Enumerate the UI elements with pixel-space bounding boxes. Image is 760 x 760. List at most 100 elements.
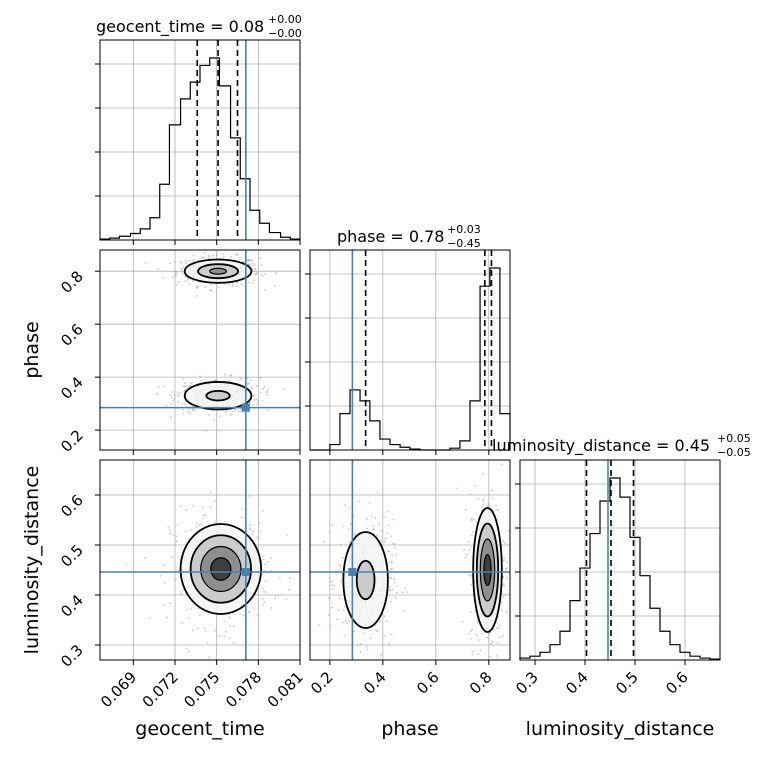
panel-phase-vs-geocent-time-sample-1-31 bbox=[267, 389, 270, 391]
panel-luminosity-distance-vs-geocent-time-sample-0-362 bbox=[256, 613, 259, 616]
panel-luminosity-distance-vs-geocent-time-sample-0-194 bbox=[249, 528, 252, 531]
panel-luminosity-distance-vs-geocent-time-sample-0-378 bbox=[264, 563, 266, 566]
panel-phase-vs-geocent-time-sample-0-184 bbox=[195, 285, 198, 288]
panel-phase-vs-geocent-time-sample-0-414 bbox=[247, 281, 250, 284]
panel-luminosity-distance-vs-phase-sample-1-351 bbox=[497, 627, 500, 630]
panel-luminosity-distance-vs-geocent-time-sample-0-117 bbox=[171, 556, 173, 559]
panel-phase-vs-geocent-time-sample-1-111 bbox=[266, 409, 269, 412]
ylabel-luminosity-distance: luminosity_distance bbox=[21, 466, 43, 655]
panel-phase-vs-geocent-time-sample-0-379 bbox=[236, 282, 238, 285]
panel-luminosity-distance-vs-geocent-time-truth-marker bbox=[241, 568, 250, 576]
panel-luminosity-distance-vs-phase-sample-0-398 bbox=[359, 651, 362, 654]
panel-luminosity-distance-vs-phase-sample-1-390 bbox=[472, 531, 474, 533]
panel-luminosity-distance-vs-phase-sample-0-165 bbox=[342, 525, 345, 528]
panel-phase-vs-geocent-time-sample-0-243 bbox=[204, 285, 207, 288]
panel-luminosity-distance-vs-phase-sample-0-155 bbox=[346, 622, 349, 625]
panel-luminosity-distance-vs-geocent-time-sample-0-237 bbox=[125, 563, 128, 566]
panel-phase-vs-geocent-time-sample-0-295 bbox=[231, 283, 234, 286]
panel-luminosity-distance-vs-phase-sample-0-263 bbox=[344, 634, 347, 637]
hist-luminosity-distance-steps bbox=[519, 477, 721, 660]
panel-luminosity-distance-vs-phase-sample-1-334 bbox=[500, 463, 503, 466]
panel-phase-vs-geocent-time-sample-0-308 bbox=[222, 253, 225, 256]
panel-phase-vs-geocent-time-sample-1-408 bbox=[246, 382, 249, 385]
panel-luminosity-distance-vs-phase-sample-0-296 bbox=[331, 588, 334, 590]
panel-phase-vs-geocent-time-sample-0-244 bbox=[156, 268, 159, 271]
panel-luminosity-distance-vs-phase-sample-1-406 bbox=[482, 503, 485, 506]
panel-luminosity-distance-vs-geocent-time-sample-0-182 bbox=[213, 521, 216, 524]
panel-luminosity-distance-vs-phase-sample-1-191 bbox=[506, 561, 509, 564]
panel-luminosity-distance-vs-phase-sample-1-363 bbox=[468, 632, 471, 635]
panel-phase-vs-geocent-time-sample-0-48 bbox=[231, 285, 234, 287]
panel-luminosity-distance-vs-phase-sample-1-332 bbox=[496, 627, 498, 630]
panel-luminosity-distance-vs-geocent-time-sample-0-103 bbox=[172, 534, 174, 536]
panel-luminosity-distance-vs-geocent-time-sample-0-256 bbox=[166, 616, 168, 619]
panel-phase-vs-geocent-time-sample-1-400 bbox=[234, 408, 237, 411]
panel-phase-vs-geocent-time-sample-1-45 bbox=[157, 386, 160, 388]
panel-luminosity-distance-vs-geocent-time-sample-0-415 bbox=[261, 597, 264, 600]
panel-phase-vs-geocent-time-sample-1-24 bbox=[169, 416, 172, 419]
panel-phase-vs-geocent-time-sample-0-186 bbox=[253, 279, 256, 282]
panel-phase-vs-geocent-time-sample-1-345 bbox=[200, 379, 203, 382]
panel-luminosity-distance-vs-phase-sample-1-327 bbox=[475, 520, 477, 523]
panel-phase-vs-geocent-time-sample-0-415 bbox=[207, 254, 210, 257]
panel-phase-vs-geocent-time-sample-0-122 bbox=[169, 262, 172, 265]
panel-phase-vs-geocent-time-sample-1-334 bbox=[230, 374, 233, 377]
panel-luminosity-distance-vs-geocent-time-sample-0-185 bbox=[206, 641, 209, 644]
panel-luminosity-distance-vs-phase-sample-0-413 bbox=[370, 515, 373, 518]
panel-luminosity-distance-vs-phase-sample-0-33 bbox=[376, 491, 379, 494]
panel-luminosity-distance-vs-phase-sample-0-237 bbox=[332, 579, 334, 582]
panel-luminosity-distance-vs-phase-sample-1-48 bbox=[476, 634, 479, 637]
panel-luminosity-distance-vs-phase-sample-1-209 bbox=[479, 649, 482, 652]
panel-luminosity-distance-vs-geocent-time-sample-0-111 bbox=[181, 621, 183, 624]
panel-luminosity-distance-vs-geocent-time-sample-0-149 bbox=[223, 635, 226, 638]
panel-phase-vs-geocent-time-sample-1-228 bbox=[187, 408, 190, 411]
panel-luminosity-distance-vs-phase-sample-0-62 bbox=[405, 591, 408, 594]
panel-luminosity-distance-vs-geocent-time-sample-0-162 bbox=[208, 656, 211, 659]
xlabel-luminosity-distance: luminosity_distance bbox=[526, 718, 715, 740]
panel-luminosity-distance-vs-geocent-time-sample-0-409 bbox=[229, 637, 232, 640]
panel-luminosity-distance-vs-phase-sample-1-325 bbox=[470, 519, 473, 522]
panel-luminosity-distance-vs-phase-sample-0-410 bbox=[392, 588, 394, 591]
panel-luminosity-distance-vs-phase-sample-1-9 bbox=[470, 546, 473, 549]
panel-luminosity-distance-vs-geocent-time-sample-0-129 bbox=[258, 522, 261, 524]
panel-luminosity-distance-vs-phase-sample-1-201 bbox=[486, 636, 489, 639]
panel-luminosity-distance-vs-phase-sample-1-344 bbox=[469, 611, 472, 613]
title-geocent-time-minus: −0.00 bbox=[268, 27, 302, 40]
panel-luminosity-distance-vs-phase-sample-0-96 bbox=[333, 584, 336, 587]
panel-luminosity-distance-vs-phase-sample-1-97 bbox=[471, 650, 474, 653]
panel-phase-vs-geocent-time-sample-1-376 bbox=[263, 386, 266, 388]
panel-phase-vs-geocent-time-sample-1-402 bbox=[176, 391, 179, 394]
panel-phase-vs-geocent-time-sample-1-341 bbox=[250, 379, 253, 382]
panel-luminosity-distance-vs-phase-sample-0-107 bbox=[391, 554, 394, 557]
panel-luminosity-distance-vs-phase-sample-1-140 bbox=[476, 620, 479, 623]
panel-luminosity-distance-vs-phase-sample-0-257 bbox=[374, 517, 377, 519]
panel-luminosity-distance-vs-phase-sample-1-215 bbox=[477, 497, 480, 500]
panel-phase-vs-geocent-time-sample-0-329 bbox=[175, 283, 178, 286]
title-phase: phase = 0.78 bbox=[337, 227, 444, 246]
panel-luminosity-distance-vs-phase-sample-0-243 bbox=[404, 587, 407, 590]
panel-phase-vs-geocent-time-sample-0-196 bbox=[273, 284, 276, 287]
panel-phase-vs-geocent-time-sample-1-272 bbox=[172, 400, 175, 402]
panel-luminosity-distance-vs-phase-sample-1-192 bbox=[482, 472, 484, 475]
panel-luminosity-distance-vs-phase-sample-0-15 bbox=[328, 597, 330, 600]
panel-luminosity-distance-vs-phase-sample-1-120 bbox=[502, 596, 505, 598]
panel-phase-vs-geocent-time-sample-0-98 bbox=[192, 254, 195, 257]
panel-phase-vs-geocent-time-sample-1-254 bbox=[215, 378, 218, 381]
panel-luminosity-distance-vs-geocent-time-sample-0-218 bbox=[248, 610, 251, 613]
panel-luminosity-distance-vs-phase-sample-0-333 bbox=[372, 528, 375, 530]
panel-luminosity-distance-vs-phase-contour-0-1 bbox=[355, 559, 376, 601]
panel-luminosity-distance-vs-phase-sample-0-342 bbox=[338, 568, 341, 571]
panel-luminosity-distance-vs-geocent-time-sample-0-170 bbox=[179, 504, 182, 507]
panel-phase-vs-geocent-time-sample-1-298 bbox=[162, 385, 165, 388]
title-geocent-time-plus: +0.00 bbox=[268, 13, 302, 26]
panel-luminosity-distance-vs-geocent-time-sample-0-181 bbox=[263, 600, 266, 603]
panel-phase-vs-geocent-time-sample-0-319 bbox=[188, 283, 191, 286]
panel-luminosity-distance-vs-phase-sample-1-79 bbox=[471, 653, 474, 656]
panel-luminosity-distance-vs-phase-sample-0-0 bbox=[348, 506, 351, 509]
panel-luminosity-distance-vs-phase-sample-1-117 bbox=[469, 630, 472, 632]
panel-luminosity-distance-vs-phase-sample-1-193 bbox=[502, 635, 504, 638]
panel-phase-vs-geocent-time-sample-1-8 bbox=[248, 382, 251, 385]
panel-luminosity-distance-vs-phase-sample-1-7 bbox=[463, 548, 466, 551]
panel-luminosity-distance-vs-phase-sample-1-67 bbox=[476, 622, 479, 625]
